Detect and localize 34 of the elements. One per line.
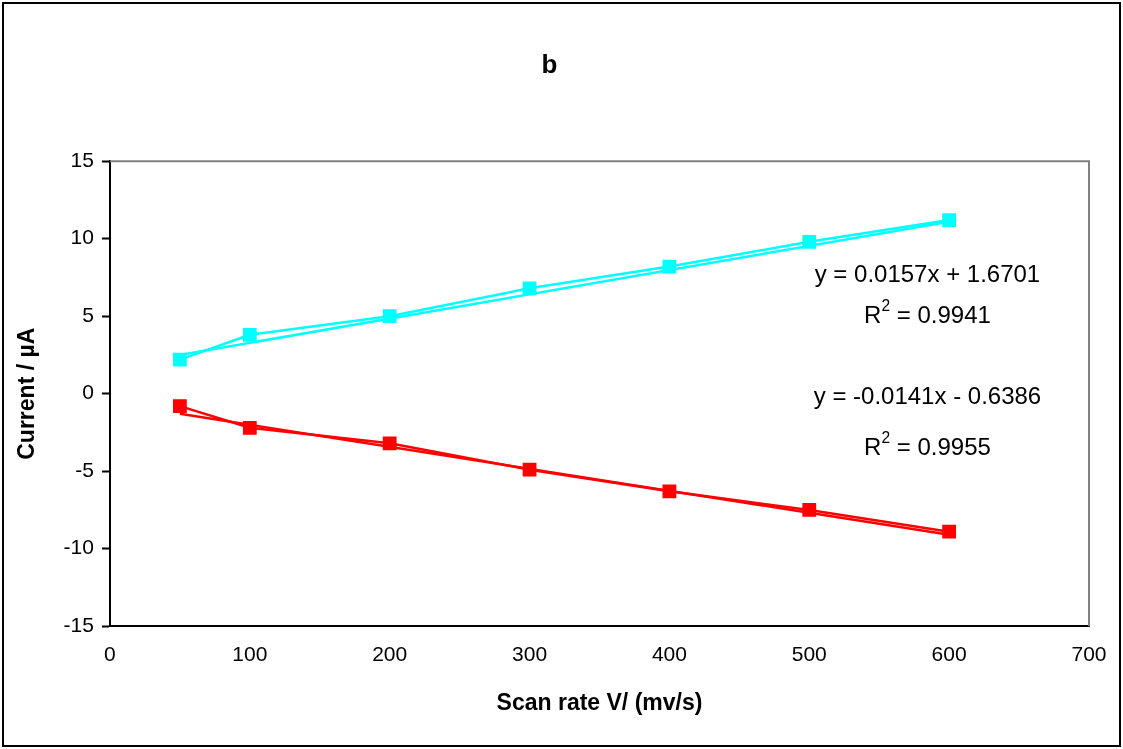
x-tick-label: 200 [372, 641, 408, 665]
point [382, 309, 397, 324]
x-tick-label: 600 [931, 641, 967, 665]
x-tick-label: 500 [791, 641, 827, 665]
x-tick-label: 400 [651, 641, 687, 665]
y-tick-label: 0 [82, 380, 94, 404]
x-tick-label: 0 [104, 641, 116, 665]
point [522, 462, 537, 477]
point [662, 259, 677, 274]
point [802, 503, 817, 517]
point [382, 436, 397, 451]
point [172, 399, 187, 414]
y-tick-label: 10 [70, 225, 94, 249]
point [172, 352, 187, 367]
point [522, 281, 537, 296]
x-tick-label: 100 [232, 641, 268, 665]
x-tick-label: 700 [1071, 641, 1107, 665]
y-tick-label: -5 [75, 458, 94, 481]
point [942, 213, 957, 228]
point [942, 524, 957, 539]
y-tick-label: 15 [70, 148, 94, 171]
x-axis-title: Scan rate V/ (mv/s) [496, 688, 703, 715]
y-tick-label: -10 [63, 535, 94, 559]
point [242, 327, 257, 342]
point [662, 484, 677, 499]
point [802, 234, 817, 249]
y-tick-label: -15 [63, 613, 94, 636]
point [242, 420, 257, 435]
y-axis-title: Current / µA [13, 327, 40, 460]
annotation: y = -0.0141x - 0.6386 [813, 382, 1042, 410]
y-tick-label: 5 [82, 303, 94, 326]
chart-title: b [541, 48, 558, 79]
x-tick-label: 300 [512, 641, 548, 665]
annotation: y = 0.0157x + 1.6701 [814, 259, 1041, 287]
